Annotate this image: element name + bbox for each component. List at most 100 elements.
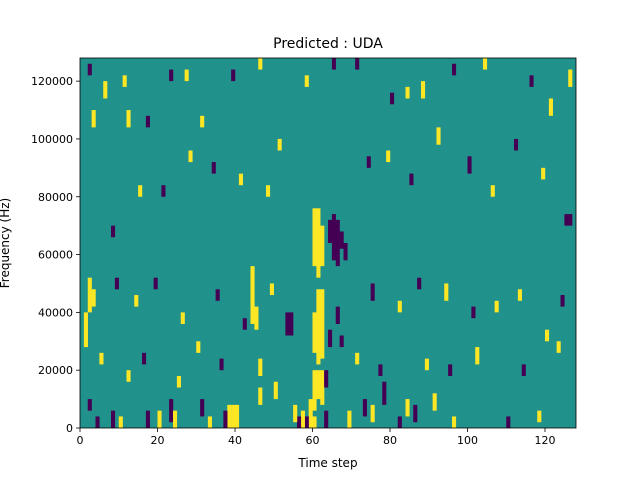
heatmap-cell [483, 58, 488, 70]
heatmap-cell [475, 347, 480, 365]
heatmap-cell [250, 266, 255, 324]
heatmap-cell [227, 404, 232, 429]
heatmap-cell [339, 231, 344, 249]
heatmap-cell [95, 416, 100, 428]
heatmap-cell [548, 98, 553, 116]
heatmap-cell [293, 404, 298, 423]
heatmap-cell [169, 69, 174, 82]
heatmap-cell [126, 110, 131, 128]
heatmap-cell [285, 312, 290, 336]
y-tick-label: 80000 [38, 191, 73, 204]
y-tick-label: 0 [66, 422, 73, 435]
x-axis-label: Time step [297, 456, 357, 470]
heatmap-cell [87, 399, 92, 411]
x-tick-label: 40 [228, 434, 242, 447]
heatmap-cell [273, 381, 278, 400]
heatmap-cell [231, 404, 236, 429]
heatmap-cell [343, 243, 348, 261]
heatmap-cell [215, 289, 220, 301]
heatmap-cell [432, 393, 437, 411]
heatmap-cell [514, 138, 519, 151]
heatmap-cell [134, 295, 139, 307]
heatmap-cell [142, 352, 147, 365]
heatmap-cell [200, 115, 205, 128]
heatmap-cell [331, 58, 336, 70]
heatmap-cell [490, 185, 495, 197]
heatmap-cell [355, 58, 360, 70]
heatmap-cell [471, 306, 476, 319]
heatmap-cell [258, 387, 263, 405]
heatmap-cell [436, 127, 441, 145]
heatmap-cell [200, 399, 205, 417]
heatmap-cell [347, 410, 352, 428]
heatmap-cell [444, 283, 449, 301]
heatmap-cell [161, 185, 166, 197]
heatmap-cell [390, 92, 395, 105]
x-tick-label: 0 [77, 434, 84, 447]
heatmap-cell [91, 110, 96, 128]
heatmap-cell [235, 404, 240, 429]
heatmap-cell [405, 399, 410, 417]
heatmap-cell [409, 173, 414, 186]
heatmap-cell [114, 277, 119, 290]
x-tick-label: 60 [306, 434, 320, 447]
heatmap-cell [541, 167, 546, 180]
heatmap-cell [331, 214, 336, 261]
heatmap-cell [91, 289, 96, 307]
x-tick-label: 80 [383, 434, 397, 447]
heatmap-cell [335, 219, 340, 267]
heatmap-cell [196, 341, 201, 353]
heatmap-cell [556, 341, 561, 353]
heatmap-cell [382, 381, 387, 405]
heatmap-cell [207, 416, 212, 428]
heatmap-cell [568, 69, 573, 87]
y-tick-label: 100000 [31, 133, 73, 146]
heatmap-cell [421, 81, 426, 99]
heatmap-cell [145, 410, 150, 428]
heatmap-cell [312, 416, 317, 428]
heatmap-cell [397, 416, 402, 428]
heatmap-cell [370, 283, 375, 301]
heatmap-cell [339, 335, 344, 348]
heatmap-cell [568, 214, 573, 226]
heatmap-cell [103, 81, 108, 99]
heatmap-cell [176, 375, 181, 388]
heatmap-cell [324, 410, 329, 428]
heatmap-cell [211, 162, 216, 174]
heatmap-cell [304, 416, 309, 428]
heatmap-cell [545, 329, 550, 342]
heatmap-cell [328, 219, 333, 244]
heatmap-cell [448, 364, 453, 376]
heatmap-cell [87, 63, 92, 76]
x-axis: 0 20 40 60 80 100 120 [77, 428, 556, 447]
chart-title: Predicted : UDA [273, 36, 383, 52]
plot-area [79, 57, 577, 429]
x-tick-label: 120 [535, 434, 556, 447]
heatmap-cell [320, 370, 325, 405]
heatmap-cell [316, 370, 321, 400]
heatmap-cell [320, 289, 325, 359]
heatmap-cell [122, 75, 127, 87]
heatmap-cell [180, 312, 185, 324]
y-tick-label: 20000 [38, 364, 73, 377]
heatmap-cell [83, 312, 88, 348]
heatmap-cell [145, 115, 150, 128]
heatmap-cell [223, 410, 228, 428]
heatmap-cell [316, 208, 321, 278]
heatmap-cell [467, 156, 472, 174]
heatmap-cell [308, 399, 313, 428]
heatmap-cell [517, 289, 522, 301]
heatmap-cell [188, 150, 193, 163]
heatmap-cell [258, 58, 263, 70]
axes-frame [79, 57, 577, 429]
heatmap-cell [537, 410, 542, 423]
y-axis: 0 20000 40000 60000 80000 100000 120000 [31, 75, 80, 435]
heatmap-cell [254, 306, 259, 330]
heatmap-cell [297, 416, 302, 428]
heatmap-cell [184, 69, 189, 82]
heatmap-cell [370, 404, 375, 423]
heatmap-cell [564, 214, 569, 226]
heatmap-cell [312, 370, 317, 411]
heatmap-cell [405, 86, 410, 99]
